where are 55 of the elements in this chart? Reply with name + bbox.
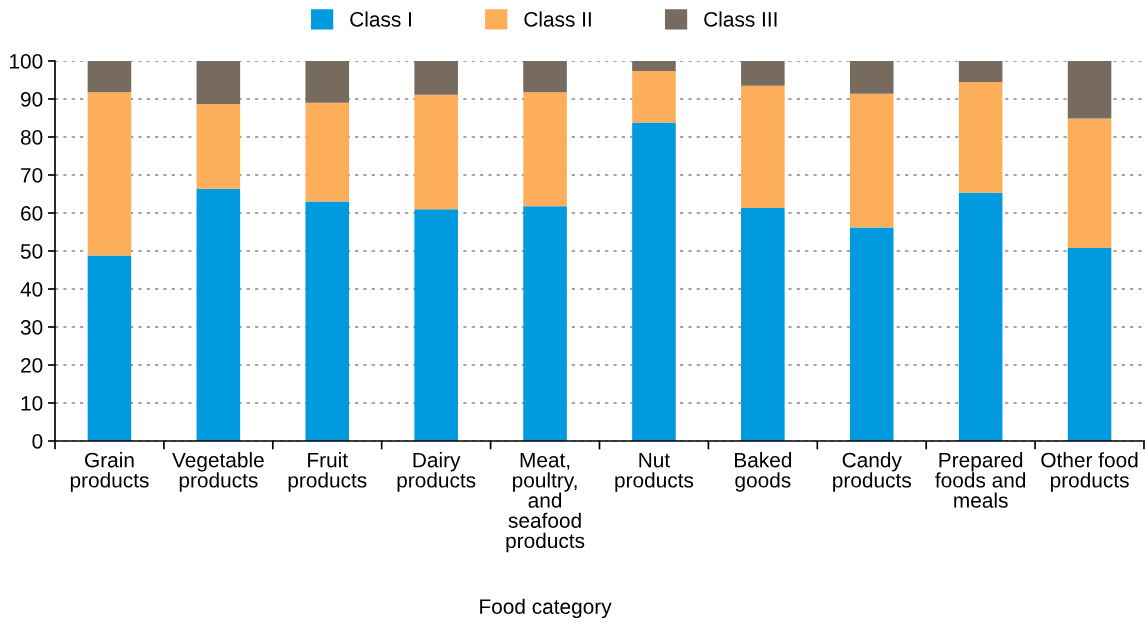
bar [414,94,458,210]
bar [958,192,1003,441]
y-tick-label: 10 [21,396,43,411]
bar [196,61,241,104]
bar [1067,247,1112,441]
x-tick-label: Vegetable products [172,452,264,492]
bar [958,81,1003,193]
y-tick-label: 100 [10,54,43,69]
x-tick-label: Candy products [833,452,911,492]
bar [958,61,1003,82]
y-tick-label: 80 [20,130,43,145]
bar [87,61,132,93]
y-tick-label: 20 [21,358,43,373]
bar [523,61,567,93]
y-tick-label: 70 [21,168,43,183]
x-tick-label: Grain products [70,452,149,492]
y-tick-label: 30 [20,320,43,335]
bar [741,208,785,441]
x-tick-label: Nut products [615,452,694,492]
y-tick-label: 90 [21,92,43,107]
bar [741,61,785,86]
x-tick-label: Fruit products [288,452,367,492]
bar [414,61,458,95]
bar [849,93,894,228]
bar [414,209,458,441]
bar [849,227,894,441]
bar [523,92,567,207]
legend-label: Class III [704,11,777,27]
bar [196,103,241,189]
bar [632,70,676,123]
y-tick-label: 50 [20,244,43,259]
bar [1067,61,1112,119]
x-tick-label: Baked goods [735,452,792,492]
bar [305,102,350,202]
bar [849,61,894,94]
y-tick-label: 40 [20,282,43,297]
bar [632,122,676,441]
x-tick-label: Prepared foods and meals [935,452,1026,508]
x-tick-label: Other food products [1041,452,1138,492]
bar [87,255,132,441]
bar [87,92,132,256]
x-axis-title: Food category [480,598,612,619]
x-tick-label: Dairy products [397,452,476,492]
legend-label: Class II [524,11,591,27]
bar [1067,118,1112,248]
y-tick-label: 0 [32,434,43,449]
bar [523,206,567,441]
y-tick-label: 60 [21,206,43,221]
bar [632,61,676,71]
bar [196,188,241,441]
bar [305,201,350,441]
legend-label: Class I [350,11,411,27]
bar [741,85,785,209]
x-tick-label: Meat, poultry, and seafood products [506,452,585,553]
bar [305,61,350,103]
